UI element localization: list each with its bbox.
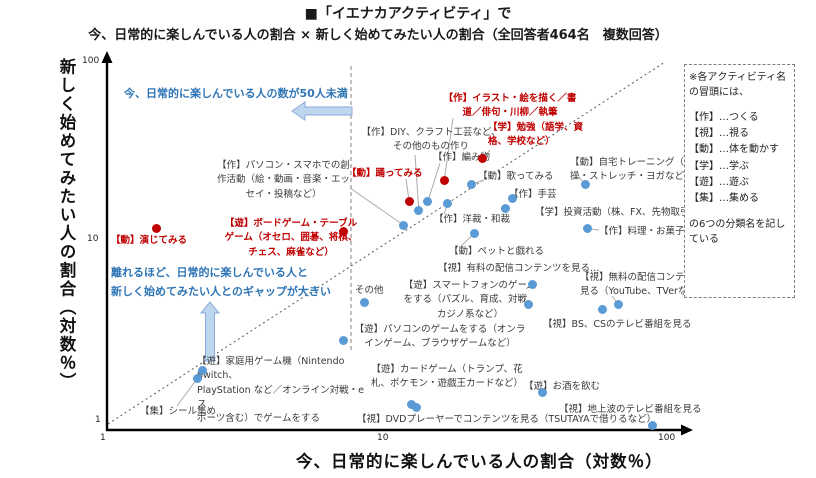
legend-item: 【集】…集める (689, 192, 759, 204)
legend-heading: ※各アクティビティ名の冒頭には、 (689, 72, 787, 98)
point-label-enjiru: 【動】演じてみる (111, 235, 188, 246)
point-toushi (501, 203, 510, 213)
point-label-card-game: 【遊】カードゲーム（トランプ、花 札、ポケモン・遊戯王カードなど） (370, 364, 523, 390)
point-dvd (411, 402, 421, 412)
point-label-katei-game: 【遊】家庭用ゲーム機（Nintendo Switch、 PlayStation … (197, 356, 364, 424)
y-axis-tick-1: 1 (95, 415, 101, 425)
legend-item: 【学】…学ぶ (689, 160, 749, 172)
point-label-sonota: その他 (355, 285, 384, 296)
chart-title: ■「イエナカアクティビティ」で (304, 6, 512, 22)
under50-annotation: 今、日常的に楽しんでいる人の数が50人未満 (124, 87, 348, 100)
point-ryouri (582, 224, 592, 234)
point-odoru (404, 196, 414, 206)
point-utau (466, 179, 476, 189)
y-axis-title: 新しく始めてみたい人の割合（対数％） (57, 58, 76, 391)
point-pc-sousaku (399, 220, 409, 230)
point-label-odoru: 【動】踊ってみる (347, 168, 423, 179)
x-axis-tick-1: 1 (100, 433, 106, 443)
point-label-bs-cs: 【視】BS、CSのテレビ番組を見る (543, 319, 692, 330)
point-sonota (359, 298, 369, 308)
y-axis-tick-10: 10 (87, 234, 99, 244)
point-label-diy: 【作】DIY、クラフト工芸など、 その他のもの作り (361, 127, 501, 153)
point-shugei (507, 194, 517, 204)
point-sumaho-game (527, 280, 537, 290)
point-label-yuuryou-haishin: 【視】有料の配信コンテンツを見る… (438, 263, 600, 274)
legend-items: 【作】…つくる 【視】…視る【動】…体を動かす 【学】…学ぶ 【遊】…遊ぶ 【集】…集め… (689, 110, 790, 207)
point-muryou-haishin (613, 299, 623, 309)
point-yousai (443, 198, 453, 208)
point-label-pc-game: 【遊】パソコンのゲームをする（オンラ インゲーム、ブラウザゲームなど） (354, 324, 526, 350)
point-label-board-game: 【遊】ボードゲーム・テーブル ゲーム（オセロ、囲碁、将棋、 チェス、麻雀など） (224, 218, 358, 258)
point-illust (439, 176, 449, 186)
point-label-utau: 【動】歌ってみる (478, 171, 554, 182)
point-label-pc-sousaku: 【作】パソコン・スマホでの創 作活動（絵・動画・音楽・エッ セイ・投稿など） (216, 160, 350, 200)
legend-item: 【動】…体を動かす (689, 144, 779, 156)
point-label-yousai: 【作】洋裁・和裁 (434, 214, 511, 225)
legend-footer: の6つの分類名を記している (689, 219, 786, 246)
point-chijouha-tv (648, 420, 658, 430)
point-label-sumaho-game: 【遊】スマートフォンのゲーム をする（パズル、育成、対戦、 カジノ系など） (403, 280, 537, 320)
point-osake (538, 388, 548, 398)
point-seal (192, 374, 202, 384)
legend-item: 【視】…視る (689, 128, 749, 140)
chart-subtitle: 今、日常的に楽しんでいる人の割合 × 新しく始めてみたい人の割合（全回答者464… (88, 28, 668, 43)
point-label-jitaku-training: 【動】自宅トレーニング（体 操・ストレッチ・ヨガなど） (570, 157, 694, 183)
point-diy (414, 206, 424, 216)
point-pet (469, 228, 479, 238)
point-label-chijouha-tv: 【視】地上波のテレビ番組を見る (559, 404, 702, 415)
y-axis-tick-100: 100 (82, 56, 100, 66)
point-enjiru (151, 224, 161, 234)
gap-annotation: 離れるほど、日常的に楽しんでいる人と 新しく始めてみたい人とのギャップが大きい (111, 266, 331, 299)
point-bs-cs (598, 305, 608, 315)
x-axis-tick-10: 10 (377, 433, 389, 443)
point-jitaku-training (580, 179, 590, 189)
point-yuuryou-haishin (523, 299, 533, 309)
point-label-pet: 【動】ペットと戯れる (449, 246, 545, 257)
legend-box: ※各アクティビティ名の冒頭には、 【作】…つくる 【視】…視る【動】…体を動かす【… (684, 64, 795, 298)
legend-item: 【遊】…遊ぶ (689, 176, 749, 188)
x-axis-tick-100: 100 (658, 433, 676, 443)
x-axis-title: 今、日常的に楽しんでいる人の割合（対数％） (296, 452, 663, 471)
point-label-illust: 【作】イラスト・絵を描く／書 道／俳句・川柳／執筆 (443, 93, 577, 119)
point-pc-game (339, 336, 349, 346)
point-amimono (423, 196, 433, 206)
legend-item: 【作】…つくる (689, 112, 759, 123)
point-label-seal: 【集】シール集め (140, 406, 217, 417)
point-label-osake: 【遊】お酒を飲む (524, 381, 601, 392)
